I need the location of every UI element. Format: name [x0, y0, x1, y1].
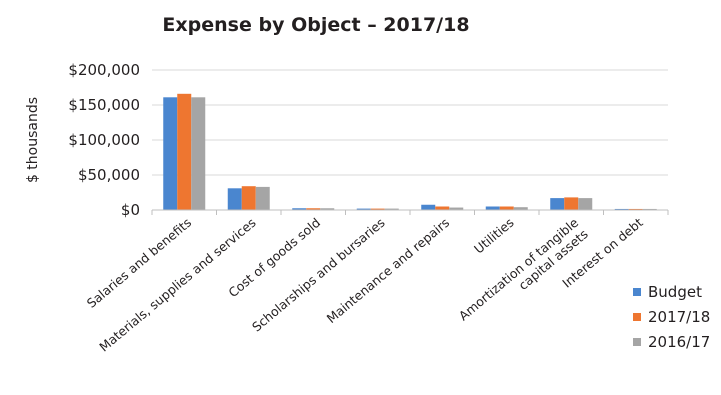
- bar: [241, 186, 256, 210]
- bar: [499, 206, 514, 210]
- bar: [564, 197, 579, 210]
- legend-label: 2017/18: [648, 308, 710, 326]
- y-tick-label: $100,000: [68, 131, 140, 149]
- bar: [614, 208, 629, 210]
- bar: [435, 206, 450, 210]
- x-tick-label: Maintenance and repairs: [324, 215, 453, 326]
- legend-swatch: [633, 313, 641, 321]
- y-tick-label: $200,000: [68, 61, 140, 79]
- chart-title: Expense by Object – 2017/18: [162, 14, 469, 36]
- bar: [421, 204, 436, 210]
- y-axis-label: $ thousands: [25, 97, 41, 183]
- bar: [356, 208, 371, 210]
- y-tick-label: $150,000: [68, 96, 140, 114]
- x-tick-label-line: Utilities: [471, 215, 517, 257]
- x-tick-label: Utilities: [471, 215, 517, 257]
- legend: Budget 2017/18 2016/17: [633, 283, 710, 351]
- gridlines: [152, 69, 668, 176]
- legend-swatch: [633, 288, 641, 296]
- x-tick-label-line: Salaries and benefits: [84, 215, 194, 311]
- legend-swatch: [633, 338, 641, 346]
- x-tick-label-line: Scholarships and bursaries: [249, 215, 388, 335]
- bar: [628, 208, 643, 210]
- bar: [513, 207, 528, 210]
- bar: [384, 208, 399, 210]
- x-tick-label: Scholarships and bursaries: [249, 215, 388, 335]
- bar: [550, 198, 565, 210]
- bar: [292, 208, 307, 210]
- bar: [163, 97, 178, 210]
- legend-label: Budget: [648, 283, 702, 301]
- x-tick-label: Salaries and benefits: [84, 215, 194, 311]
- y-tick-label: $0: [121, 201, 140, 219]
- legend-label: 2016/17: [648, 333, 710, 351]
- bar: [578, 198, 593, 210]
- x-tick-label-line: Maintenance and repairs: [324, 215, 453, 326]
- bar: [255, 186, 270, 210]
- bar: [320, 208, 335, 210]
- bar: [227, 188, 242, 210]
- bar: [449, 207, 464, 210]
- bar: [485, 206, 500, 210]
- bar: [191, 97, 206, 210]
- bars: [163, 93, 657, 210]
- bar: [370, 208, 385, 210]
- y-tick-label: $50,000: [78, 166, 140, 184]
- x-tick-label-line: Amortization of tangible: [456, 215, 582, 324]
- bar: [642, 208, 657, 210]
- bar: [306, 208, 321, 210]
- bar: [177, 93, 192, 210]
